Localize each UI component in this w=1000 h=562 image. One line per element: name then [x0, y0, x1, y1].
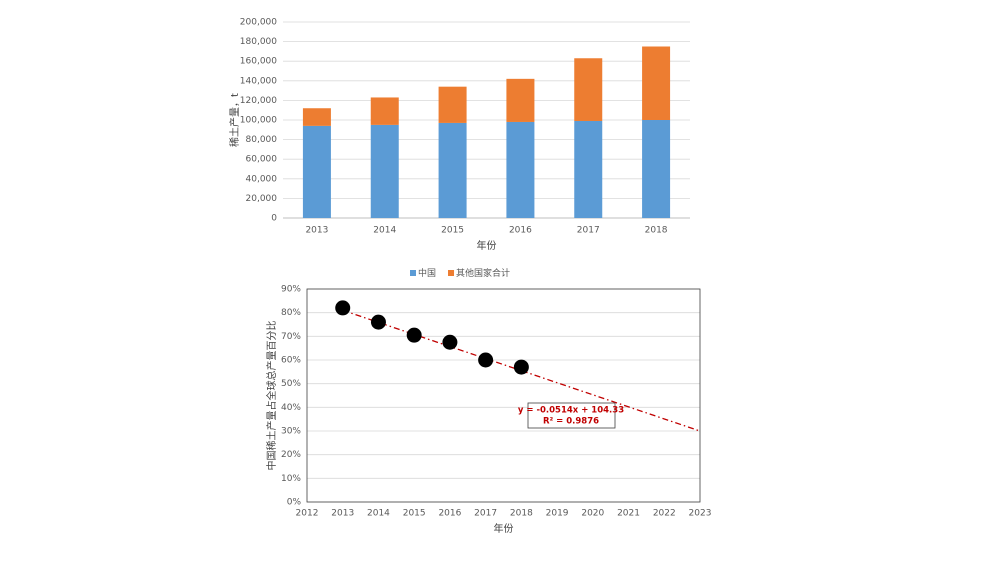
y-tick-label: 60% [281, 356, 301, 366]
y-tick-label: 0 [271, 214, 277, 224]
data-point [478, 352, 494, 368]
x-tick-label: 2015 [403, 509, 426, 519]
bar-segment [642, 46, 671, 120]
y-tick-label: 80,000 [246, 135, 278, 145]
bar-segment [642, 120, 671, 218]
x-axis-title: 年份 [494, 522, 514, 535]
x-tick-label: 2016 [509, 226, 532, 236]
x-tick-label: 2012 [296, 509, 319, 519]
x-tick-label: 2023 [689, 509, 712, 519]
legend-label: 其他国家合计 [456, 267, 510, 279]
y-tick-label: 160,000 [240, 57, 277, 67]
x-tick-label: 2015 [441, 226, 464, 236]
y-tick-label: 140,000 [240, 76, 277, 86]
y-tick-label: 30% [281, 427, 301, 437]
y-tick-label: 70% [281, 332, 301, 342]
x-tick-label: 2020 [581, 509, 604, 519]
y-tick-label: 120,000 [240, 96, 277, 106]
y-tick-label: 0% [287, 498, 302, 508]
x-tick-label: 2017 [577, 226, 600, 236]
bar-segment [370, 97, 399, 125]
y-tick-label: 200,000 [240, 18, 277, 28]
y-tick-label: 50% [281, 379, 301, 389]
data-point [370, 314, 386, 330]
bar-segment [438, 86, 467, 123]
bar-segment [574, 58, 603, 121]
y-tick-label: 90% [281, 285, 301, 295]
data-point [442, 334, 458, 350]
bar-segment [506, 78, 535, 122]
x-tick-label: 2019 [546, 509, 569, 519]
y-tick-label: 40% [281, 403, 301, 413]
legend-swatch [448, 270, 455, 276]
x-tick-label: 2014 [367, 509, 390, 519]
y-tick-label: 180,000 [240, 37, 277, 47]
trendline [342, 309, 701, 432]
y-tick-label: 60,000 [246, 155, 278, 165]
y-axis-title: 中国稀土产量占全球总产量百分比 [265, 321, 278, 471]
legend-label: 中国 [418, 267, 436, 279]
x-tick-label: 2013 [305, 226, 328, 236]
bar-segment [574, 120, 603, 218]
bar-segment [438, 122, 467, 218]
y-tick-label: 20% [281, 450, 301, 460]
x-tick-label: 2021 [617, 509, 640, 519]
x-tick-label: 2017 [474, 509, 497, 519]
trendline-equation: y = -0.0514x + 104.33 [518, 406, 624, 416]
y-axis-title: 稀土产量，t [228, 93, 241, 147]
y-tick-label: 10% [281, 474, 301, 484]
x-tick-label: 2014 [373, 226, 396, 236]
data-point [335, 300, 351, 316]
x-tick-label: 2016 [438, 509, 461, 519]
data-point [406, 327, 422, 343]
bar-segment [506, 121, 535, 218]
y-tick-label: 80% [281, 308, 301, 318]
y-tick-label: 20,000 [246, 194, 278, 204]
equation-box [527, 402, 616, 429]
x-axis-title: 年份 [477, 239, 497, 252]
y-tick-label: 100,000 [240, 116, 277, 126]
bar-segment [370, 124, 399, 218]
legend-swatch [410, 270, 416, 276]
data-point [513, 359, 529, 375]
bar-segment [302, 108, 331, 126]
trendline-r-squared: R² = 0.9876 [543, 417, 599, 427]
x-tick-label: 2013 [331, 509, 354, 519]
x-tick-label: 2018 [645, 226, 668, 236]
x-tick-label: 2022 [653, 509, 676, 519]
bar-segment [302, 125, 331, 218]
y-tick-label: 40,000 [246, 174, 278, 184]
plot-border [306, 288, 701, 503]
x-tick-label: 2018 [510, 509, 533, 519]
